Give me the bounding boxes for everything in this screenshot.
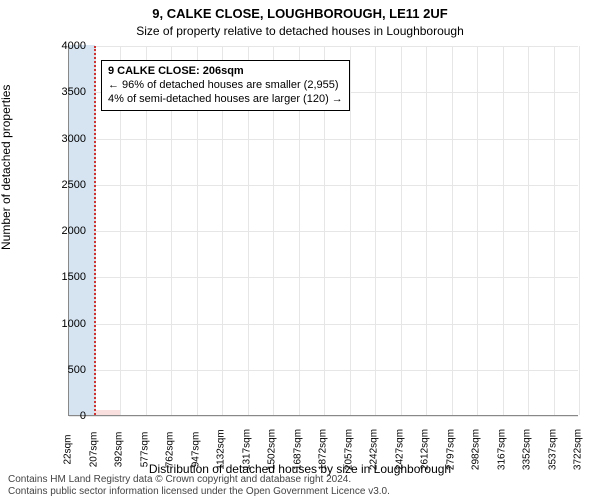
x-tick-label: 2057sqm <box>343 429 354 470</box>
gridline-vertical <box>477 46 478 415</box>
plot-area: 9 CALKE CLOSE: 206sqm← 96% of detached h… <box>68 46 578 416</box>
attribution-line: Contains public sector information licen… <box>8 486 390 498</box>
gridline-vertical <box>503 46 504 415</box>
x-tick-label: 1872sqm <box>318 429 329 470</box>
attribution: Contains HM Land Registry data © Crown c… <box>8 474 390 498</box>
x-tick-label: 947sqm <box>190 432 201 468</box>
x-tick-label: 207sqm <box>88 432 99 468</box>
chart-container: 9, CALKE CLOSE, LOUGHBOROUGH, LE11 2UF S… <box>0 0 600 500</box>
x-tick-label: 3167sqm <box>496 429 507 470</box>
x-tick-label: 3537sqm <box>547 429 558 470</box>
x-tick-label: 3722sqm <box>573 429 584 470</box>
y-tick-label: 0 <box>46 410 86 422</box>
y-tick-label: 2000 <box>46 225 86 237</box>
x-tick-label: 2612sqm <box>420 429 431 470</box>
gridline-vertical <box>528 46 529 415</box>
y-tick-label: 4000 <box>46 40 86 52</box>
chart-title: 9, CALKE CLOSE, LOUGHBOROUGH, LE11 2UF <box>0 6 600 21</box>
x-tick-label: 3352sqm <box>522 429 533 470</box>
y-tick-label: 2500 <box>46 179 86 191</box>
bar <box>95 410 121 415</box>
gridline-vertical <box>579 46 580 415</box>
x-tick-label: 762sqm <box>165 432 176 468</box>
gridline-vertical <box>452 46 453 415</box>
x-tick-label: 22sqm <box>63 434 74 464</box>
x-tick-label: 577sqm <box>139 432 150 468</box>
attribution-line: Contains HM Land Registry data © Crown c… <box>8 474 390 486</box>
x-tick-label: 2242sqm <box>369 429 380 470</box>
x-tick-label: 1317sqm <box>241 429 252 470</box>
marker-line <box>94 46 96 415</box>
gridline-vertical <box>401 46 402 415</box>
annotation-box: 9 CALKE CLOSE: 206sqm← 96% of detached h… <box>101 60 350 111</box>
chart-subtitle: Size of property relative to detached ho… <box>0 24 600 38</box>
gridline-vertical <box>375 46 376 415</box>
annotation-line: 9 CALKE CLOSE: 206sqm <box>108 65 343 79</box>
y-tick-label: 1000 <box>46 318 86 330</box>
x-tick-label: 2982sqm <box>471 429 482 470</box>
y-tick-label: 3500 <box>46 86 86 98</box>
x-tick-label: 1132sqm <box>216 429 227 469</box>
y-tick-label: 3000 <box>46 133 86 145</box>
x-tick-label: 2427sqm <box>394 429 405 470</box>
annotation-line: ← 96% of detached houses are smaller (2,… <box>108 79 343 93</box>
gridline-vertical <box>426 46 427 415</box>
gridline-vertical <box>554 46 555 415</box>
y-tick-label: 500 <box>46 364 86 376</box>
y-tick-label: 1500 <box>46 271 86 283</box>
gridline-horizontal <box>69 416 578 417</box>
annotation-line: 4% of semi-detached houses are larger (1… <box>108 93 343 107</box>
x-tick-label: 2797sqm <box>445 429 456 470</box>
y-axis-label: Number of detached properties <box>0 85 13 250</box>
x-tick-label: 1502sqm <box>267 429 278 470</box>
x-tick-label: 392sqm <box>114 432 125 468</box>
x-tick-label: 1687sqm <box>292 429 303 470</box>
